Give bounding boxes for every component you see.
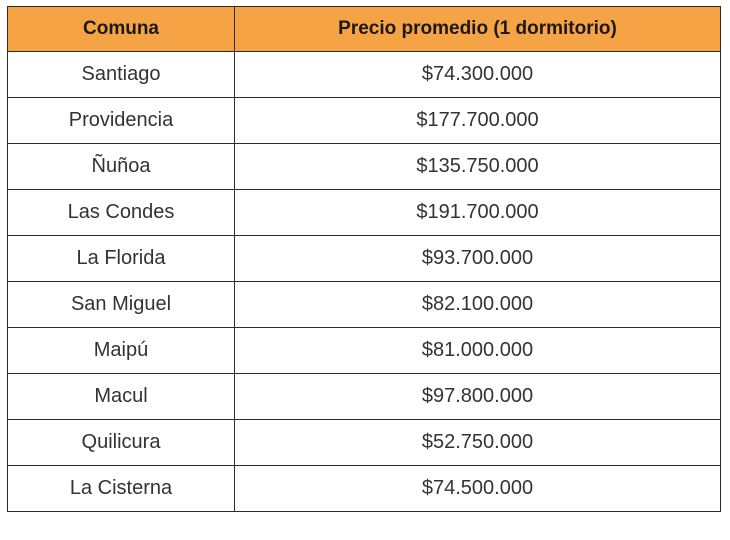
cell-comuna: Ñuñoa <box>7 143 235 190</box>
cell-comuna: Macul <box>7 373 235 420</box>
cell-precio: $52.750.000 <box>234 419 721 466</box>
table-row: Macul $97.800.000 <box>7 373 721 420</box>
table-row: Maipú $81.000.000 <box>7 327 721 374</box>
cell-comuna: San Miguel <box>7 281 235 328</box>
header-precio-promedio: Precio promedio (1 dormitorio) <box>234 6 721 52</box>
cell-precio: $97.800.000 <box>234 373 721 420</box>
cell-precio: $74.500.000 <box>234 465 721 512</box>
table-row: La Florida $93.700.000 <box>7 235 721 282</box>
cell-comuna: Maipú <box>7 327 235 374</box>
price-table-container: Comuna Precio promedio (1 dormitorio) Sa… <box>7 6 721 512</box>
cell-comuna: La Florida <box>7 235 235 282</box>
table-row: Ñuñoa $135.750.000 <box>7 143 721 190</box>
cell-precio: $191.700.000 <box>234 189 721 236</box>
cell-comuna: Providencia <box>7 97 235 144</box>
cell-precio: $82.100.000 <box>234 281 721 328</box>
header-comuna: Comuna <box>7 6 235 52</box>
cell-comuna: Santiago <box>7 51 235 98</box>
table-row: Quilicura $52.750.000 <box>7 419 721 466</box>
table-row: Las Condes $191.700.000 <box>7 189 721 236</box>
cell-precio: $93.700.000 <box>234 235 721 282</box>
table-row: Providencia $177.700.000 <box>7 97 721 144</box>
cell-precio: $81.000.000 <box>234 327 721 374</box>
table-header-row: Comuna Precio promedio (1 dormitorio) <box>7 6 721 52</box>
table-row: San Miguel $82.100.000 <box>7 281 721 328</box>
cell-precio: $74.300.000 <box>234 51 721 98</box>
table-row: La Cisterna $74.500.000 <box>7 465 721 512</box>
cell-precio: $135.750.000 <box>234 143 721 190</box>
cell-comuna: Las Condes <box>7 189 235 236</box>
cell-comuna: Quilicura <box>7 419 235 466</box>
cell-comuna: La Cisterna <box>7 465 235 512</box>
table-row: Santiago $74.300.000 <box>7 51 721 98</box>
cell-precio: $177.700.000 <box>234 97 721 144</box>
price-table: Comuna Precio promedio (1 dormitorio) Sa… <box>7 6 721 512</box>
